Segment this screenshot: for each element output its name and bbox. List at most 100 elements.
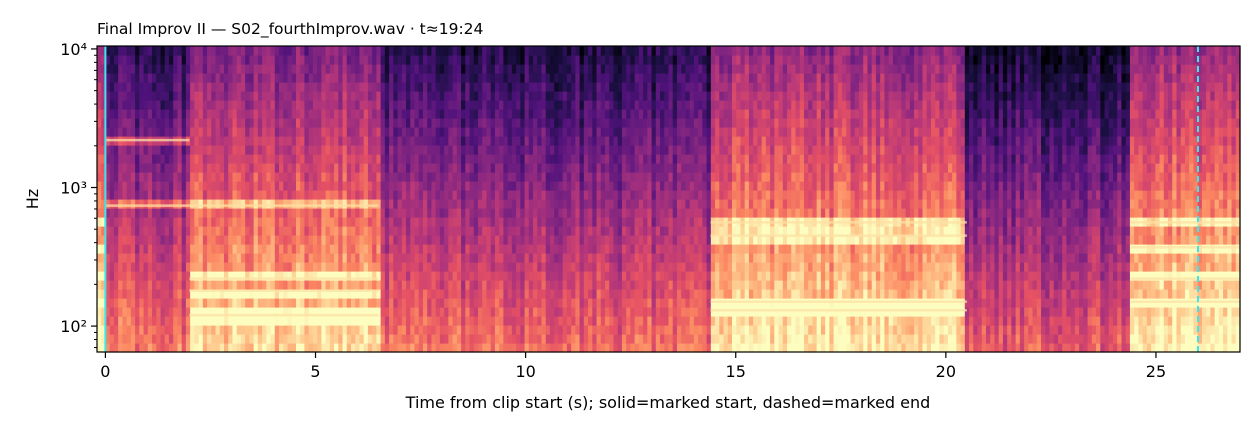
spectrogram-cell: [122, 262, 128, 272]
spectrogram-cell: [329, 127, 335, 137]
spectrogram-cell: [101, 100, 107, 110]
spectrogram-cell: [97, 100, 102, 110]
spectrogram-cell: [465, 226, 471, 236]
spectrogram-cell: [448, 235, 454, 245]
spectrogram-cell: [389, 55, 394, 65]
spectrogram-cell: [228, 253, 234, 263]
spectrogram-cell: [520, 271, 526, 281]
spectrogram-cell: [507, 190, 513, 200]
spectrogram-cell: [168, 100, 174, 110]
spectrogram-cell: [702, 334, 708, 344]
spectrogram-cell: [215, 298, 221, 308]
spectrogram-cell: [444, 307, 449, 317]
spectrogram-cell: [456, 307, 462, 317]
spectrogram-cell: [211, 190, 217, 200]
spectrogram-cell: [541, 73, 547, 83]
spectrogram-cell: [173, 262, 179, 272]
spectrogram-cell: [372, 280, 377, 290]
spectrogram-cell: [287, 307, 293, 317]
spectrogram-cell: [363, 253, 369, 263]
spectrogram-cell: [97, 145, 102, 155]
spectrogram-cell: [228, 280, 234, 290]
spectrogram-cell: [422, 109, 428, 119]
spectrogram-cell: [173, 91, 179, 101]
spectrogram-cell: [579, 298, 585, 308]
spectrogram-cell: [588, 199, 593, 209]
spectrogram-cell: [164, 190, 170, 200]
spectrogram-cell: [202, 235, 208, 245]
spectrogram-cell: [533, 109, 538, 119]
spectrogram-cell: [351, 226, 356, 236]
spectrogram-cell: [710, 262, 716, 272]
spectrogram-cell: [130, 253, 136, 263]
spectrogram-cell: [651, 271, 657, 281]
spectrogram-cell: [655, 280, 661, 290]
spectrogram-cell: [630, 217, 636, 227]
spectrogram-cell: [465, 64, 471, 74]
spectrogram-cell: [435, 316, 441, 326]
spectrogram-cell: [579, 127, 585, 137]
spectrogram-cell: [643, 253, 648, 263]
spectrogram-cell: [312, 226, 318, 236]
spectrogram-cell: [461, 262, 466, 272]
spectrogram-cell: [207, 226, 212, 236]
spectrogram-cell: [101, 163, 107, 173]
spectrogram-cell: [435, 325, 441, 335]
spectrogram-cell: [698, 127, 703, 137]
spectrogram-cell: [685, 334, 691, 344]
spectrogram-cell: [253, 280, 259, 290]
spectrogram-cell: [300, 127, 306, 137]
spectrogram-cell: [190, 235, 195, 245]
spectrogram-cell: [168, 199, 174, 209]
spectrogram-cell: [215, 181, 221, 191]
spectrogram-cell: [537, 127, 543, 137]
spectrogram-cell: [185, 325, 191, 335]
spectrogram-cell: [342, 199, 348, 209]
spectrogram-cell: [452, 334, 458, 344]
spectrogram-cell: [300, 55, 306, 65]
spectrogram-cell: [397, 325, 403, 335]
spectrogram-cell: [511, 217, 517, 227]
spectrogram-cell: [418, 181, 424, 191]
spectrogram-cell: [101, 271, 107, 281]
spectrogram-cell: [715, 316, 720, 326]
spectrogram-cell: [566, 325, 572, 335]
spectrogram-cell: [664, 172, 670, 182]
spectrogram-cell: [427, 109, 433, 119]
spectrogram-cell: [672, 91, 678, 101]
spectrogram-cell: [338, 82, 344, 92]
spectrogram-cell: [342, 235, 348, 245]
spectrogram-cell: [668, 190, 674, 200]
spectrogram-cell: [655, 91, 661, 101]
spectrogram-cell: [367, 64, 373, 74]
spectrogram-cell: [351, 307, 356, 317]
spectrogram-cell: [478, 235, 483, 245]
spectrogram-cell: [266, 298, 272, 308]
spectrogram-cell: [240, 199, 246, 209]
spectrogram-cell: [414, 118, 420, 128]
spectrogram-cell: [283, 118, 289, 128]
spectrogram-cell: [715, 163, 720, 173]
spectrogram-cell: [469, 262, 475, 272]
spectrogram-cell: [359, 235, 365, 245]
spectrogram-cell: [710, 280, 716, 290]
spectrogram-cell: [384, 127, 390, 137]
spectrogram-cell: [478, 253, 483, 263]
spectrogram-cell: [698, 163, 703, 173]
spectrogram-cell: [185, 271, 191, 281]
spectrogram-cell: [334, 172, 339, 182]
spectrogram-cell: [710, 91, 716, 101]
spectrogram-cell: [676, 343, 682, 353]
spectrogram-cell: [143, 334, 149, 344]
spectrogram-cell: [456, 127, 462, 137]
spectrogram-cell: [422, 271, 428, 281]
spectrogram-cell: [384, 145, 390, 155]
spectrogram-cell: [630, 91, 636, 101]
spectrogram-cell: [452, 307, 458, 317]
spectrogram-cell: [101, 46, 107, 56]
spectrogram-cell: [503, 145, 509, 155]
spectrogram-cell: [482, 298, 488, 308]
spectrogram-cell: [427, 280, 433, 290]
spectrogram-cell: [469, 280, 475, 290]
spectrogram-cell: [427, 82, 433, 92]
